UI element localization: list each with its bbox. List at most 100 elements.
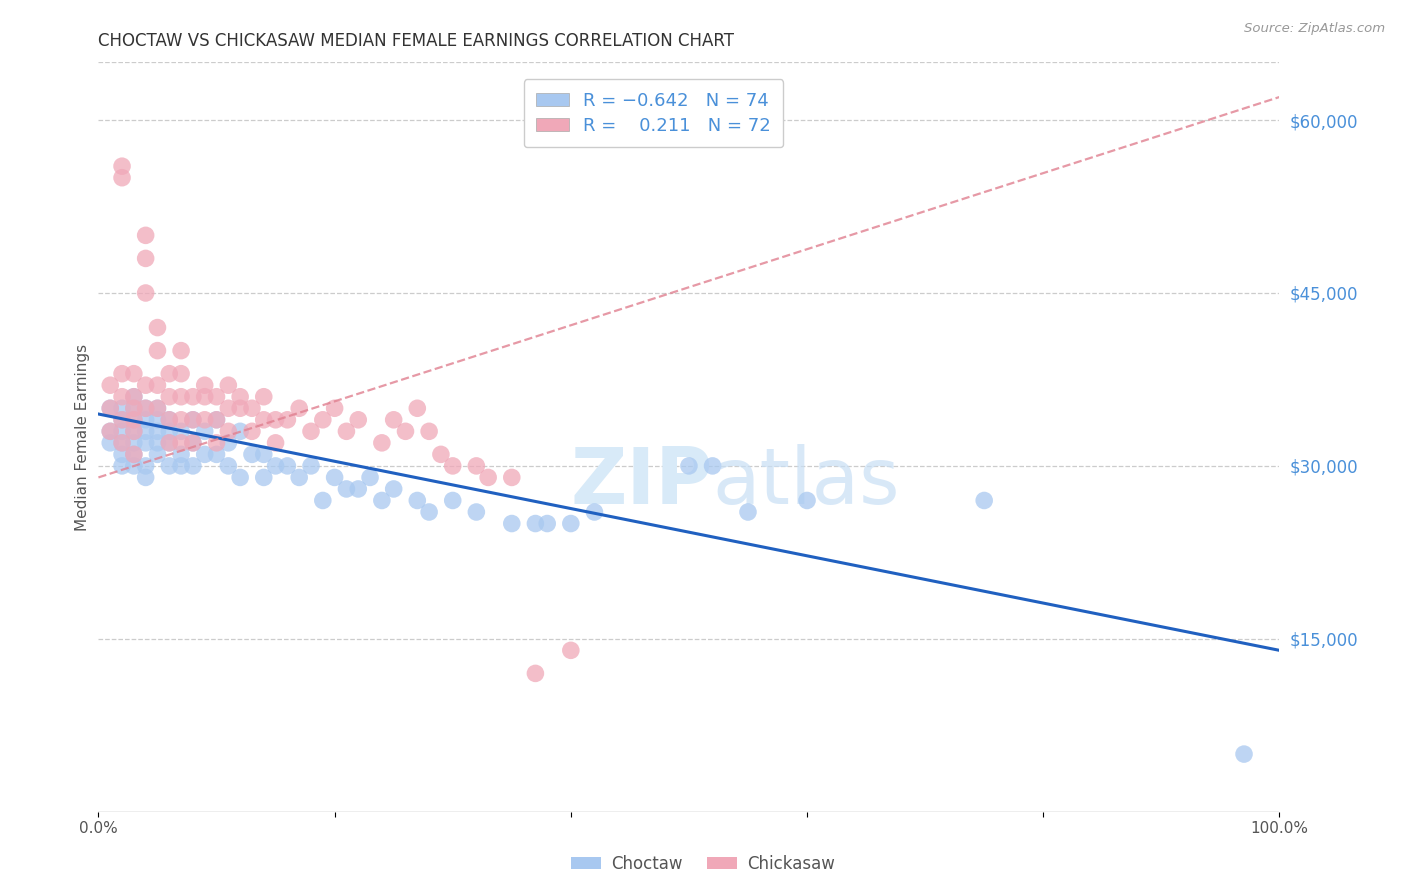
Point [98,435,121,450]
Point [441,493,464,508]
Point [382,413,405,427]
Point [170,458,193,473]
Point [347,413,370,427]
Point [253,447,276,461]
Point [170,425,193,439]
Point [122,413,145,427]
Point [157,458,180,473]
Point [122,447,145,461]
Point [229,470,252,484]
Point [135,401,157,416]
Point [441,458,464,473]
Point [157,435,180,450]
Point [135,378,157,392]
Point [465,458,488,473]
Point [524,666,547,681]
Point [288,401,311,416]
Point [312,413,335,427]
Point [678,458,700,473]
Point [98,425,121,439]
Point [111,390,134,404]
Point [146,447,169,461]
Point [194,378,217,392]
Point [135,458,157,473]
Point [157,425,180,439]
Point [240,401,263,416]
Point [135,435,157,450]
Point [146,435,169,450]
Legend: R = −0.642   N = 74, R =    0.211   N = 72: R = −0.642 N = 74, R = 0.211 N = 72 [523,79,783,147]
Point [170,435,193,450]
Point [122,401,145,416]
Point [477,470,499,484]
Point [323,470,346,484]
Point [157,413,180,427]
Point [122,390,145,404]
Point [205,447,228,461]
Point [560,643,582,657]
Point [973,493,995,508]
Point [253,413,276,427]
Point [229,390,252,404]
Point [406,401,429,416]
Point [737,505,759,519]
Point [394,425,416,439]
Point [146,413,169,427]
Point [135,425,157,439]
Point [98,401,121,416]
Point [240,447,263,461]
Point [170,367,193,381]
Point [583,505,606,519]
Point [335,482,357,496]
Point [157,367,180,381]
Point [217,401,239,416]
Point [702,458,724,473]
Point [111,447,134,461]
Point [111,413,134,427]
Point [111,413,134,427]
Point [181,435,204,450]
Point [135,413,157,427]
Point [111,367,134,381]
Text: Source: ZipAtlas.com: Source: ZipAtlas.com [1244,22,1385,36]
Point [122,367,145,381]
Point [122,425,145,439]
Point [111,435,134,450]
Point [264,413,287,427]
Point [146,320,169,334]
Point [312,493,335,508]
Point [1233,747,1256,761]
Point [264,458,287,473]
Point [536,516,558,531]
Point [406,493,429,508]
Point [288,470,311,484]
Point [335,425,357,439]
Point [501,516,523,531]
Point [323,401,346,416]
Point [217,435,239,450]
Point [135,470,157,484]
Point [181,413,204,427]
Point [135,228,157,243]
Point [205,413,228,427]
Point [430,447,453,461]
Point [524,516,547,531]
Point [217,378,239,392]
Point [146,401,169,416]
Point [194,425,217,439]
Point [122,435,145,450]
Point [122,447,145,461]
Point [359,470,381,484]
Point [146,378,169,392]
Point [205,435,228,450]
Point [135,285,157,300]
Text: ZIP: ZIP [571,444,713,520]
Legend: Choctaw, Chickasaw: Choctaw, Chickasaw [564,848,842,880]
Point [111,401,134,416]
Point [146,343,169,358]
Text: atlas: atlas [713,444,900,520]
Point [111,435,134,450]
Point [194,390,217,404]
Point [382,482,405,496]
Point [146,401,169,416]
